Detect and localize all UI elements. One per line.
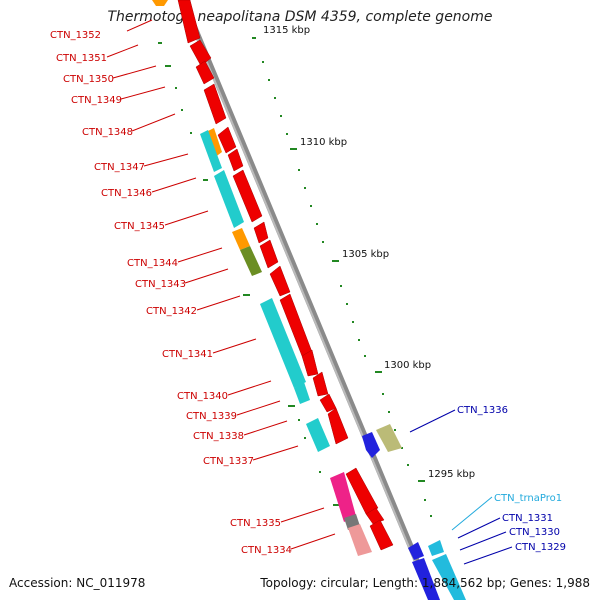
label-ctn1349[interactable]: CTN_1349 [71, 95, 122, 106]
label-ctn1352[interactable]: CTN_1352 [50, 30, 101, 41]
gene-cyan-2[interactable] [214, 170, 244, 228]
gene-blue-bottom[interactable] [412, 558, 440, 600]
left-leader-lines [106, 19, 336, 550]
gene-arrow [232, 169, 263, 223]
label-ctn1343[interactable]: CTN_1343 [135, 279, 186, 290]
gene-magenta[interactable] [330, 472, 356, 522]
gene-cyan-1329[interactable] [432, 554, 466, 600]
genome-summary: Topology: circular; Length: 1,884,562 bp… [260, 576, 590, 590]
genome-backbone-shadow [180, 0, 432, 600]
label-ctn1340[interactable]: CTN_1340 [177, 391, 228, 402]
gene-arrow [301, 349, 319, 377]
gene-olive-1[interactable] [240, 246, 262, 276]
gene-cyan-3[interactable] [260, 298, 306, 388]
gene-cyan-1[interactable] [200, 130, 222, 172]
gene-arrow [217, 126, 237, 154]
gene-arrow [365, 507, 385, 525]
gene-arrow [189, 39, 212, 67]
gene-arrow [312, 371, 329, 397]
label-ctn1336[interactable]: CTN_1336 [457, 405, 508, 416]
label-ctn1344[interactable]: CTN_1344 [127, 258, 178, 269]
label-ctn-trnapro1[interactable]: CTN_trnaPro1 [494, 493, 562, 504]
label-ctn1330[interactable]: CTN_1330 [509, 527, 560, 538]
scale-label-1295: 1295 kbp [428, 469, 475, 480]
gene-arrow [227, 148, 244, 172]
gene-orange-3[interactable] [232, 228, 250, 250]
gene-cyan-5[interactable] [306, 418, 330, 452]
leader-ctn1329 [463, 546, 513, 565]
label-ctn1338[interactable]: CTN_1338 [193, 431, 244, 442]
gene-cyan-4[interactable] [294, 382, 310, 404]
cds-forward-track[interactable] [177, 0, 394, 551]
label-ctn1335[interactable]: CTN_1335 [230, 518, 281, 529]
genome-backbone [180, 0, 436, 600]
gene-pink[interactable] [348, 524, 372, 556]
accession-text: Accession: NC_011978 [9, 576, 146, 590]
gene-arrow [369, 519, 394, 551]
gene-arrow [177, 0, 201, 44]
label-ctn1339[interactable]: CTN_1339 [186, 411, 237, 422]
label-ctn1329[interactable]: CTN_1329 [515, 542, 566, 553]
label-ctn1351[interactable]: CTN_1351 [56, 53, 107, 64]
label-ctn1341[interactable]: CTN_1341 [162, 349, 213, 360]
gene-blue-1336[interactable] [362, 432, 380, 458]
gene-arrow [327, 407, 349, 445]
gene-arrow [269, 265, 291, 297]
label-ctn1331[interactable]: CTN_1331 [502, 513, 553, 524]
scale-label-1310: 1310 kbp [300, 137, 347, 148]
leader-ctn1330 [459, 531, 507, 551]
scale-label-1300: 1300 kbp [384, 360, 431, 371]
scale-label-1305: 1305 kbp [342, 249, 389, 260]
gene-cyan-1330[interactable] [428, 540, 444, 556]
label-ctn1334[interactable]: CTN_1334 [241, 545, 292, 556]
label-ctn1347[interactable]: CTN_1347 [94, 162, 145, 173]
gene-arrow [345, 467, 379, 515]
gene-arrow [319, 393, 337, 413]
scale-label-1315: 1315 kbp [263, 25, 310, 36]
label-ctn1342[interactable]: CTN_1342 [146, 306, 197, 317]
leader-ctn1331 [457, 517, 501, 539]
label-ctn1350[interactable]: CTN_1350 [63, 74, 114, 85]
label-ctn1337[interactable]: CTN_1337 [203, 456, 254, 467]
leader-trnapro1 [451, 496, 493, 531]
gene-blue-1331[interactable] [408, 542, 424, 560]
left-labels: CTN_1352 CTN_1351 CTN_1350 CTN_1349 CTN_… [50, 30, 292, 556]
gene-khaki[interactable] [376, 424, 402, 452]
map-title: Thermotoga neapolitana DSM 4359, complet… [107, 9, 493, 25]
label-ctn1348[interactable]: CTN_1348 [82, 127, 133, 138]
gene-orange-1[interactable] [152, 0, 168, 6]
scale-ticks [158, 37, 432, 517]
gene-arrow [253, 221, 269, 244]
gene-arrow [195, 60, 215, 85]
label-ctn1346[interactable]: CTN_1346 [101, 188, 152, 199]
gene-arrow [203, 83, 227, 125]
label-ctn1345[interactable]: CTN_1345 [114, 221, 165, 232]
gene-arrow [259, 239, 279, 269]
leader-ctn1336 [409, 409, 456, 433]
